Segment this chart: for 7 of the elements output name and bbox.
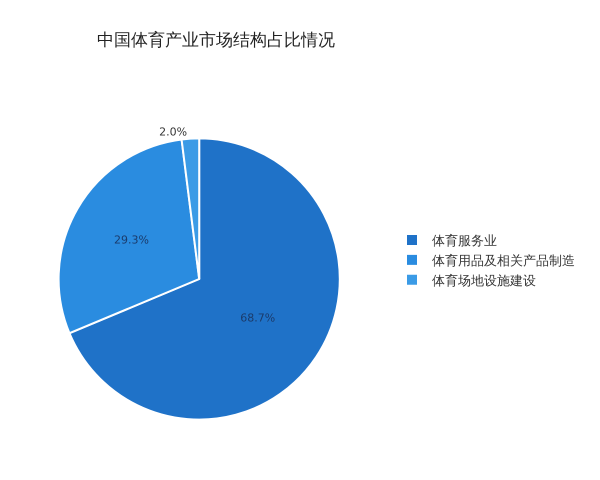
chart-title: 中国体育产业市场结构占比情况 [97, 30, 335, 50]
data-label: 68.7% [240, 311, 276, 324]
data-label: 2.0% [159, 126, 188, 139]
legend-label: 体育服务业 [432, 233, 497, 250]
data-label: 29.3% [114, 233, 149, 246]
legend-label: 体育场地设施建设 [432, 272, 536, 289]
legend-label: 体育用品及相关产品制造 [432, 252, 575, 269]
